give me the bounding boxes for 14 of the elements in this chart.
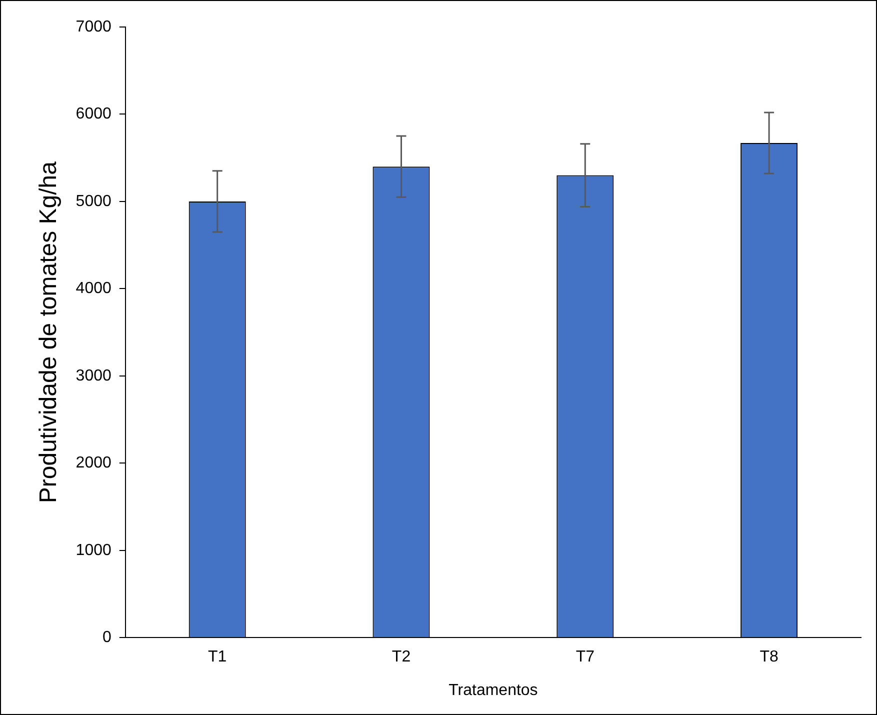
y-tick-label: 2000 [76,454,112,472]
y-tick-label: 5000 [76,192,112,210]
y-tick-label: 1000 [76,542,112,559]
x-tick-label: T2 [392,648,411,666]
y-tick-label: 4000 [76,280,112,298]
x-axis-title: Tratamentos [448,682,538,699]
y-tick-label: 6000 [76,106,112,123]
x-tick-label: T7 [576,648,595,666]
x-tick-label: T8 [760,648,778,666]
y-axis-title: Produtividade de tomates Kg/ha [35,160,62,504]
x-tick-label: T1 [208,648,227,666]
y-tick-label: 3000 [76,367,112,384]
y-tick-label: 7000 [76,18,112,36]
y-tick-label: 0 [102,629,112,646]
